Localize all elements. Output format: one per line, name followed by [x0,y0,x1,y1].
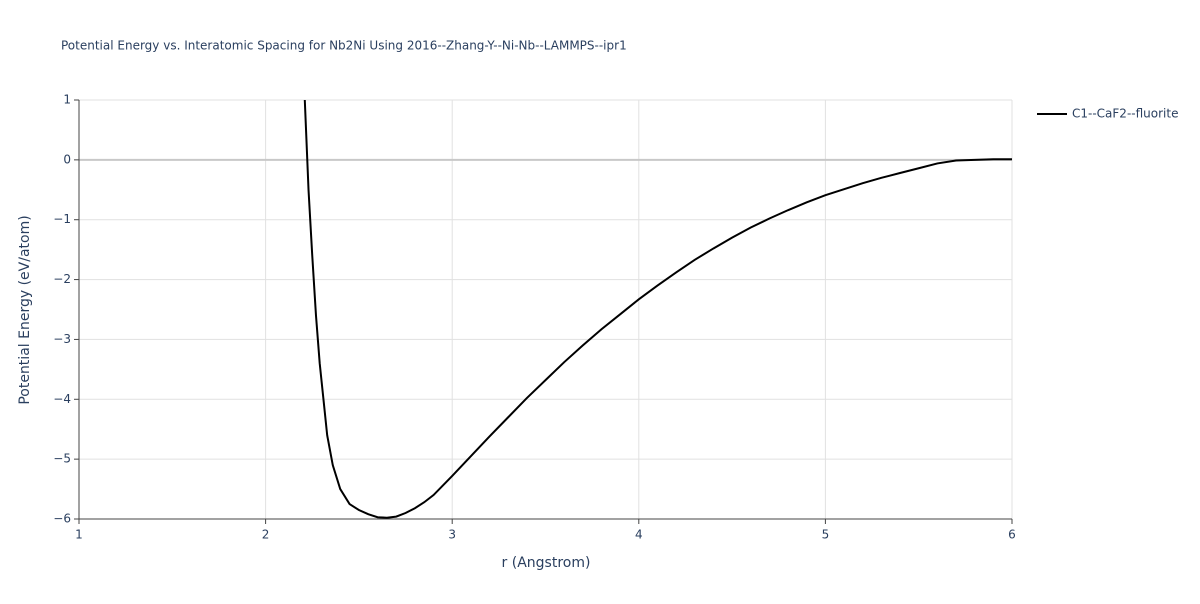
y-tick-label: −6 [53,512,71,526]
y-axis-title: Potential Energy (eV/atom) [17,215,33,404]
y-tick-label: −2 [53,272,71,286]
chart-title: Potential Energy vs. Interatomic Spacing… [61,39,627,53]
y-tick-label: −5 [53,452,71,466]
y-tick-label: 0 [63,152,71,166]
legend-label: C1--CaF2--fluorite [1072,107,1178,121]
y-tick-label: −3 [53,332,71,346]
x-tick-label: 6 [1008,528,1016,542]
y-tick-label: −4 [53,392,71,406]
x-tick-label: 3 [448,528,456,542]
y-tick-label: 1 [63,93,71,107]
x-tick-label: 4 [635,528,643,542]
data-line [303,100,1012,519]
x-tick-label: 5 [822,528,830,542]
x-tick-label: 2 [262,528,270,542]
y-tick-label: −1 [53,212,71,226]
x-axis-title: r (Angstrom) [502,555,591,571]
x-tick-label: 1 [75,528,83,542]
